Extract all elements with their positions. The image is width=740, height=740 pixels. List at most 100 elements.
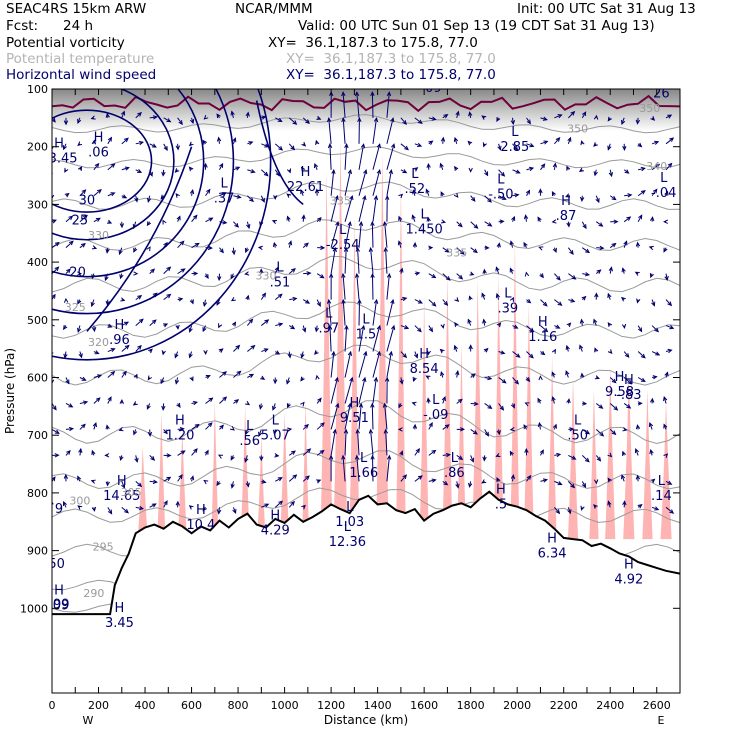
pv-contour-tropopause xyxy=(52,94,680,113)
wind-vector-head xyxy=(523,424,528,430)
wind-vector-head xyxy=(635,474,641,480)
wind-vector-head xyxy=(221,192,228,197)
wind-vector-head xyxy=(107,136,112,142)
wind-vector-head xyxy=(652,375,658,380)
wind-vector-head xyxy=(373,117,379,123)
wind-vector xyxy=(498,377,507,384)
wind-vector-head xyxy=(257,245,263,251)
wind-vector-head xyxy=(245,294,250,300)
extremum-type-label: H xyxy=(115,318,125,333)
wind-vector-head xyxy=(391,143,396,149)
wind-vector-head xyxy=(640,377,646,382)
wind-vector xyxy=(205,189,211,197)
wind-vector-head xyxy=(608,266,613,272)
wind-vector-head xyxy=(469,457,474,463)
wind-vector-head xyxy=(263,348,269,353)
wind-vector-head xyxy=(314,162,319,169)
y-tick-label: 700 xyxy=(27,429,48,442)
pv-fill-spike xyxy=(375,152,389,540)
extremum-type-label: H xyxy=(94,131,104,146)
wind-vector xyxy=(358,351,367,378)
wind-vector-head xyxy=(402,120,407,125)
extremum-value-label: 4.29 xyxy=(261,524,290,539)
wind-vector xyxy=(386,273,390,300)
wind-vector-head xyxy=(147,431,153,437)
wind-vector xyxy=(260,293,266,300)
wind-vector xyxy=(442,454,450,456)
wind-vector xyxy=(233,345,240,352)
wind-vector xyxy=(370,247,374,274)
wind-vector-head xyxy=(166,453,172,458)
wind-vector-head xyxy=(230,274,235,280)
wind-vector xyxy=(219,221,227,224)
wind-vector-head xyxy=(52,117,56,123)
wind-vector-head xyxy=(417,327,422,333)
model-title: SEAC4RS 15km ARW xyxy=(6,1,147,17)
extremum-type-label: L xyxy=(432,393,440,408)
wind-vector-head xyxy=(443,480,449,486)
wind-vector-head xyxy=(468,295,473,301)
wind-vector-head xyxy=(538,375,543,381)
wind-vector-head xyxy=(515,169,521,174)
y-tick-label: 200 xyxy=(27,141,48,154)
extremum-type-label: L xyxy=(511,125,519,140)
wind-vector xyxy=(219,396,227,404)
wind-vector-head xyxy=(151,319,157,324)
pv-fill-spike xyxy=(419,296,429,540)
wind-vector-head xyxy=(104,276,109,282)
wind-vector-head xyxy=(654,140,660,145)
wind-vector-head xyxy=(376,350,381,356)
wind-vector-head xyxy=(598,404,604,409)
wind-vector xyxy=(386,144,395,170)
wind-vector-head xyxy=(249,197,254,203)
fcst-label: Fcst: xyxy=(6,18,39,34)
x-tick-label: 1400 xyxy=(364,699,392,712)
wind-vector-head xyxy=(468,344,473,350)
wind-vector-head xyxy=(539,273,544,279)
field-xy-pv: XY= 36.1,187.3 to 175.8, 77.0 xyxy=(268,35,478,51)
wind-vector-head xyxy=(607,452,613,458)
wind-vector-head xyxy=(383,428,389,434)
y-tick-label: 800 xyxy=(27,487,48,500)
wind-vector-head xyxy=(347,168,352,175)
field-name-pv: Potential vorticity xyxy=(6,35,125,51)
wind-vector xyxy=(330,195,338,222)
wind-vector-head xyxy=(272,405,277,411)
wind-vector-head xyxy=(119,455,124,461)
wind-vector-head xyxy=(216,300,221,306)
wind-vector-head xyxy=(357,117,362,123)
wind-vector xyxy=(149,319,157,326)
wind-vector-head xyxy=(555,509,561,515)
y-tick-label: 100 xyxy=(27,83,48,96)
wind-vector xyxy=(567,481,575,488)
wind-vector-head xyxy=(176,215,181,221)
wind-vector-head xyxy=(273,195,278,201)
theta-contour-label: 320 xyxy=(88,336,109,349)
wind-vector-head xyxy=(208,217,214,222)
wind-vector-head xyxy=(188,505,194,510)
y-tick-label: 300 xyxy=(27,198,48,211)
wind-vector-head xyxy=(301,141,307,147)
wind-vector-head xyxy=(551,219,557,224)
wind-vector-head xyxy=(188,327,193,333)
y-tick-label: 500 xyxy=(27,314,48,327)
wind-vector-head xyxy=(105,112,110,118)
wind-vector-head xyxy=(54,266,60,272)
wind-vector-head xyxy=(402,296,408,302)
wind-vector-head xyxy=(454,297,460,303)
x-tick-label: 2200 xyxy=(550,699,578,712)
wind-vector xyxy=(498,169,505,177)
x-tick-label: 1800 xyxy=(457,699,485,712)
extremum-value-label: .14 xyxy=(651,489,672,504)
wind-vector xyxy=(428,299,436,307)
wind-vector-head xyxy=(54,453,60,458)
wind-vector-head xyxy=(385,194,390,200)
wind-vector-head xyxy=(250,344,256,350)
pv-fill-spike xyxy=(605,366,616,540)
wind-vector-head xyxy=(636,298,641,304)
wind-vector xyxy=(79,401,88,404)
wind-vector-head xyxy=(166,293,172,299)
wind-vector-head xyxy=(655,351,661,356)
wind-vector-head xyxy=(52,293,56,299)
wind-vector-head xyxy=(584,272,591,277)
